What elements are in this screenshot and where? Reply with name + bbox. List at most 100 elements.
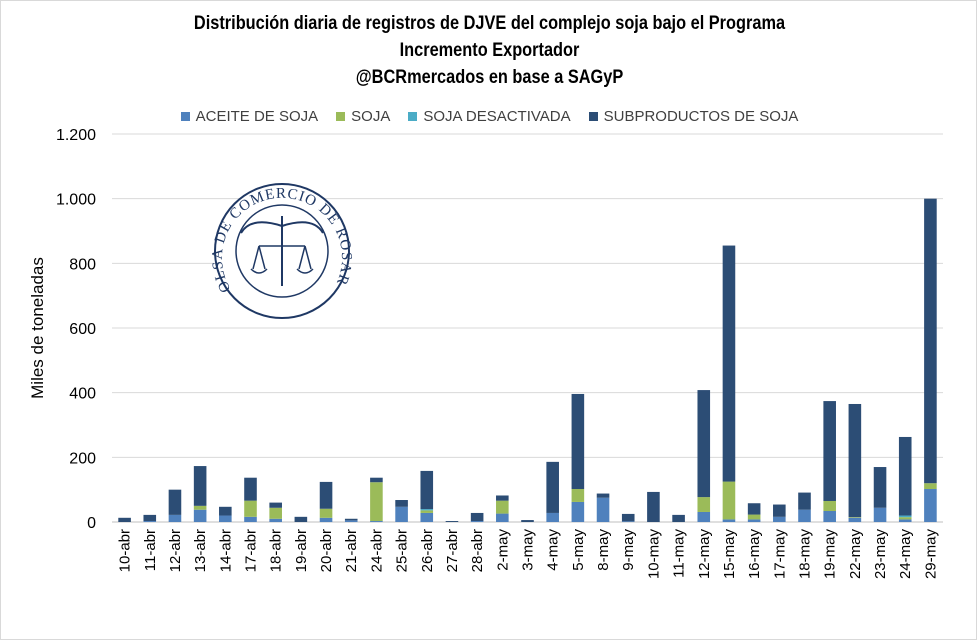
bar-segment xyxy=(747,503,761,515)
bar-segment xyxy=(848,403,862,518)
bar-segment xyxy=(621,521,635,522)
legend-swatch xyxy=(408,112,418,121)
y-axis-title: Miles de toneladas xyxy=(28,257,47,399)
x-tick-label: 28-abr xyxy=(469,529,486,572)
bar-segment xyxy=(470,512,484,522)
bar-segment xyxy=(823,511,836,522)
bar-segment xyxy=(924,483,937,490)
x-tick-label: 26-abr xyxy=(419,529,436,572)
bar-segment xyxy=(647,491,660,522)
y-tick-label: 600 xyxy=(69,321,96,338)
bar-segment xyxy=(496,500,509,514)
bar-segment xyxy=(244,477,257,501)
x-tick-label: 15-may xyxy=(721,529,738,580)
x-tick-label: 11-abr xyxy=(142,529,159,571)
x-tick-label: 20-abr xyxy=(318,529,335,572)
chart-title-line-3: @BCRmercados en base a SAGyP xyxy=(355,67,624,88)
y-tick-label: 0 xyxy=(87,515,96,532)
x-tick-label: 10-abr xyxy=(117,529,134,572)
bar-segment xyxy=(773,516,786,522)
x-tick-label: 19-may xyxy=(822,529,839,580)
bar-segment xyxy=(571,393,585,490)
bar-segment xyxy=(496,495,509,501)
y-tick-label: 400 xyxy=(69,386,96,403)
bar-segment xyxy=(420,470,434,510)
bar-segment xyxy=(496,513,509,522)
bar-segment xyxy=(747,514,761,520)
y-tick-label: 1.200 xyxy=(56,127,96,144)
bar-segment xyxy=(621,513,635,522)
legend: ACEITE DE SOJA SOJA SOJA DESACTIVADA SUBPRO… xyxy=(1,108,977,125)
x-tick-label: 24-may xyxy=(897,529,914,580)
x-tick-label: 13-abr xyxy=(192,529,209,572)
x-tick-label: 25-abr xyxy=(394,529,411,572)
bar-segment xyxy=(571,489,585,502)
y-tick-label: 200 xyxy=(69,450,96,467)
bar-segment xyxy=(873,507,887,522)
bar-segment xyxy=(420,509,434,511)
legend-item: ACEITE DE SOJA xyxy=(180,108,319,125)
bar-segment xyxy=(370,521,383,522)
bcr-logo: BOLSA DE COMERCIO DE ROSARIO xyxy=(1,1,353,319)
bar-segment xyxy=(924,198,937,484)
bar-segment xyxy=(571,501,585,522)
bar-segment xyxy=(546,461,559,513)
bar-segment xyxy=(596,493,610,498)
bar-segment xyxy=(445,521,459,522)
legend-swatch xyxy=(336,112,346,121)
bar-segment xyxy=(823,401,836,501)
bar-segment xyxy=(898,515,912,518)
bar-segment xyxy=(672,514,685,522)
x-tick-label: 8-may xyxy=(595,529,612,571)
bar-segment xyxy=(546,512,559,522)
x-tick-label: 9-may xyxy=(620,529,637,571)
bar-segment xyxy=(319,481,333,509)
bar-segment xyxy=(823,500,836,512)
legend-item: SOJA xyxy=(336,108,390,125)
x-tick-label: 12-may xyxy=(696,529,713,580)
x-tick-label: 18-abr xyxy=(268,529,285,572)
legend-label: SUBPRODUCTOS DE SOJA xyxy=(603,108,799,125)
legend-swatch xyxy=(180,112,190,121)
bar-segment xyxy=(521,520,534,522)
x-tick-label: 3-may xyxy=(520,529,537,571)
bar-segment xyxy=(370,477,383,483)
x-tick-label: 29-may xyxy=(922,529,939,580)
legend-label: SOJA DESACTIVADA xyxy=(423,108,571,125)
bar-segment xyxy=(370,482,383,522)
bar-segment xyxy=(344,518,358,521)
x-tick-label: 23-may xyxy=(872,529,889,580)
legend-item: SOJA DESACTIVADA xyxy=(408,108,571,125)
bar-segment xyxy=(773,504,786,517)
bar-segment xyxy=(294,516,308,522)
bar-segment xyxy=(898,519,912,522)
legend-label: SOJA xyxy=(351,108,391,125)
bar-segment xyxy=(747,519,761,522)
x-tick-label: 18-may xyxy=(797,529,814,580)
bar-segment xyxy=(344,520,358,522)
x-tick-label: 22-may xyxy=(847,529,864,580)
bar-segment xyxy=(319,517,333,522)
bar-segment xyxy=(798,492,811,510)
x-tick-label: 4-may xyxy=(545,529,562,571)
bar-segment xyxy=(898,517,912,520)
bar-segment xyxy=(395,506,408,522)
bar-segment xyxy=(848,517,862,518)
bar-segment xyxy=(219,515,232,522)
bar-segment xyxy=(244,516,257,522)
bar-segment xyxy=(722,245,736,482)
x-tick-label: 16-may xyxy=(746,529,763,580)
y-tick-label: 800 xyxy=(69,256,96,273)
legend-label: ACEITE DE SOJA xyxy=(195,108,319,125)
y-tick-label: 1.000 xyxy=(56,192,96,209)
bar-segment xyxy=(269,507,282,519)
legend-swatch xyxy=(588,112,598,121)
x-tick-label: 2-may xyxy=(494,529,511,571)
bar-segment xyxy=(697,511,711,522)
bar-segment xyxy=(395,500,408,507)
bar-segment xyxy=(420,510,434,513)
x-tick-label: 12-abr xyxy=(167,529,184,572)
bar-segment xyxy=(924,489,937,522)
